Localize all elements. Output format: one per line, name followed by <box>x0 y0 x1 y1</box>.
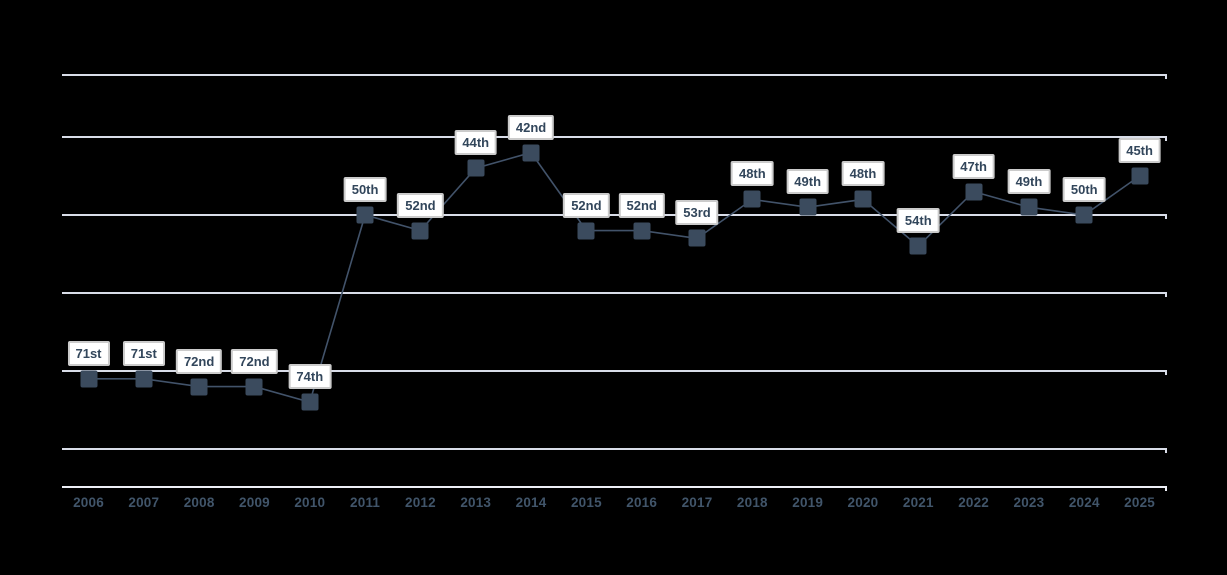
data-point-marker <box>1131 167 1149 185</box>
x-axis-tick-label: 2023 <box>1013 495 1045 510</box>
data-point-marker <box>909 237 927 255</box>
x-axis-tick-label: 2007 <box>128 495 160 510</box>
data-point-label: 72nd <box>231 348 278 374</box>
gridline <box>62 136 1167 141</box>
data-point-marker <box>743 190 761 208</box>
data-point-marker <box>688 229 706 247</box>
data-point-label: 53rd <box>675 200 719 226</box>
x-axis-tick-label: 2019 <box>792 495 824 510</box>
data-point-marker <box>80 370 97 388</box>
x-axis-tick-label: 2006 <box>73 495 104 510</box>
data-point-label: 72nd <box>175 348 223 374</box>
data-point-label: 71st <box>67 340 110 366</box>
x-axis-tick-label: 2012 <box>404 495 436 510</box>
data-point-marker <box>301 393 319 411</box>
data-point-label: 48th <box>730 161 774 187</box>
data-point-marker <box>411 222 429 240</box>
x-axis-tick-label: 2021 <box>902 495 934 510</box>
x-axis-tick-label: 2009 <box>239 495 270 510</box>
data-point-label: 74th <box>288 364 332 390</box>
x-axis-tick-label: 2022 <box>958 495 990 510</box>
x-axis-tick-label: 2025 <box>1124 495 1155 510</box>
data-point-label: 42nd <box>507 114 555 140</box>
data-point-label: 47th <box>952 153 995 179</box>
x-axis-tick-label: 2010 <box>294 495 326 510</box>
data-point-marker <box>356 206 374 224</box>
data-point-marker <box>633 222 651 240</box>
data-point-marker <box>135 370 153 388</box>
data-point-marker <box>854 190 872 208</box>
x-axis-tick-label: 2018 <box>736 495 768 510</box>
data-point-marker <box>190 378 208 396</box>
data-point-marker <box>1020 198 1038 216</box>
gridline <box>62 448 1167 453</box>
x-axis-tick-label: 2015 <box>570 495 602 510</box>
data-point-marker <box>577 222 595 240</box>
x-axis-tick-label: 2008 <box>183 495 215 510</box>
x-axis-tick-label: 2013 <box>460 495 492 510</box>
x-axis-tick-label: 2011 <box>350 495 381 510</box>
data-point-marker <box>965 183 983 201</box>
x-axis-tick-label: 2024 <box>1068 495 1100 510</box>
data-point-label: 52nd <box>618 192 665 218</box>
data-point-label: 71st <box>122 340 165 366</box>
data-point-label: 44th <box>454 130 498 156</box>
gridline <box>62 292 1167 297</box>
data-point-label: 52nd <box>397 192 444 218</box>
gridline <box>62 370 1167 375</box>
data-point-label: 52nd <box>563 192 610 218</box>
series-line <box>88 151 1141 404</box>
data-point-marker <box>1075 206 1093 224</box>
data-point-label: 45th <box>1118 138 1161 163</box>
data-point-marker <box>467 159 485 177</box>
data-point-marker <box>799 198 817 216</box>
x-axis-tick-label: 2014 <box>515 495 547 510</box>
gridline <box>62 214 1167 219</box>
data-point-label: 49th <box>786 169 830 195</box>
x-axis-line <box>62 486 1167 491</box>
data-point-label: 50th <box>1062 177 1106 202</box>
data-point-label: 50th <box>343 177 387 202</box>
data-point-label: 54th <box>896 208 940 234</box>
data-point-marker <box>245 378 263 396</box>
x-axis-tick-label: 2016 <box>626 495 658 510</box>
gridline-top-border <box>62 74 1167 79</box>
data-point-marker <box>522 144 540 162</box>
x-axis-tick-label: 2020 <box>847 495 879 510</box>
data-point-label: 49th <box>1007 169 1051 195</box>
data-point-label: 48th <box>841 161 885 187</box>
x-axis-tick-label: 2017 <box>681 495 713 510</box>
